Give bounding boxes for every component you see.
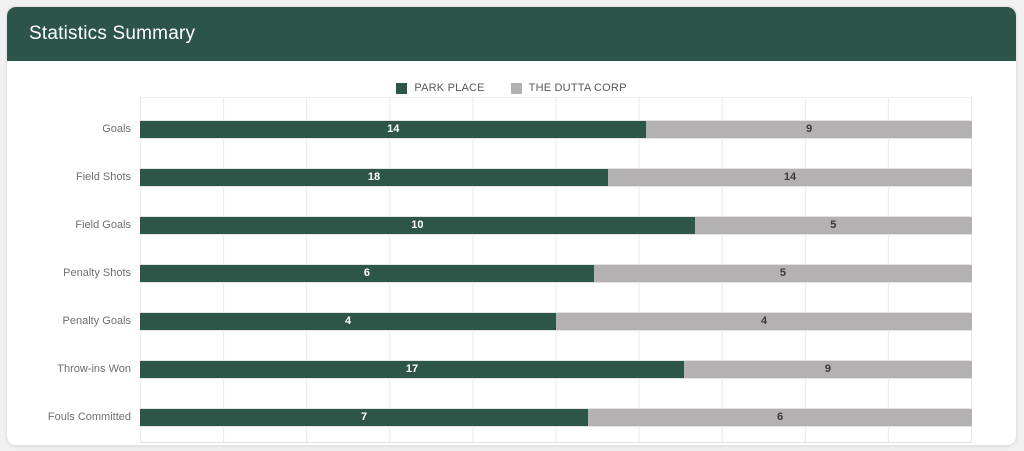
bar-value-label: 4 [760, 314, 768, 327]
bar-value-label: 14 [387, 122, 400, 135]
bar-segment-park-place[interactable]: 10 [140, 216, 695, 234]
statistics-summary-card: Statistics Summary PARK PLACE THE DUTTA C… [6, 6, 1017, 446]
chart-row-field-goals: Field Goals 10 5 [7, 201, 1016, 249]
legend-item-the-dutta-corp[interactable]: THE DUTTA CORP [510, 82, 627, 94]
legend-label: THE DUTTA CORP [528, 82, 627, 94]
chart-rows: Goals 14 9 Field Shots 18 14 Field Goals 10 5 Pen… [7, 105, 1016, 441]
bar-track: 18 14 [140, 167, 972, 187]
bar-segment-park-place[interactable]: 7 [140, 408, 588, 426]
category-label: Throw-ins Won [57, 363, 131, 375]
stacked-bar-chart: Goals 14 9 Field Shots 18 14 Field Goals 10 5 Pen… [7, 97, 1016, 443]
chart-row-fouls-committed: Fouls Committed 7 6 [7, 393, 1016, 441]
bar-segment-the-dutta-corp[interactable]: 9 [646, 120, 972, 138]
bar-segment-the-dutta-corp[interactable]: 9 [684, 360, 972, 378]
bar-segment-park-place[interactable]: 4 [140, 312, 556, 330]
category-label: Field Goals [75, 219, 131, 231]
chart-row-goals: Goals 14 9 [7, 105, 1016, 153]
chart-row-throw-ins-won: Throw-ins Won 17 9 [7, 345, 1016, 393]
bar-track: 17 9 [140, 359, 972, 379]
bar-value-label: 18 [367, 170, 381, 183]
bar-track: 14 9 [140, 119, 972, 139]
bar-segment-the-dutta-corp[interactable]: 6 [588, 408, 972, 426]
category-label: Penalty Goals [62, 315, 131, 327]
bar-segment-park-place[interactable]: 17 [140, 360, 684, 378]
bar-value-label: 7 [360, 410, 368, 423]
bar-segment-park-place[interactable]: 6 [140, 264, 594, 282]
chart-row-penalty-goals: Penalty Goals 4 4 [7, 297, 1016, 345]
bar-segment-the-dutta-corp[interactable]: 5 [694, 216, 972, 234]
bar-value-label: 4 [344, 314, 352, 327]
category-label: Field Shots [75, 171, 131, 183]
bar-value-label: 9 [824, 362, 832, 375]
card-header: Statistics Summary [7, 7, 1016, 61]
category-label: Fouls Committed [47, 411, 131, 423]
bar-segment-the-dutta-corp[interactable]: 14 [608, 168, 972, 186]
bar-value-label: 10 [411, 218, 424, 231]
category-label: Goals [102, 123, 131, 135]
park-place-swatch-icon [396, 82, 408, 94]
bar-segment-the-dutta-corp[interactable]: 5 [593, 264, 972, 282]
bar-segment-park-place[interactable]: 14 [140, 120, 647, 138]
bar-value-label: 6 [776, 410, 784, 423]
bar-value-label: 5 [830, 218, 837, 231]
category-label: Penalty Shots [63, 267, 131, 279]
legend-label: PARK PLACE [414, 82, 485, 94]
legend-item-park-place[interactable]: PARK PLACE [396, 82, 484, 94]
chart-row-penalty-shots: Penalty Shots 6 5 [7, 249, 1016, 297]
page-title: Statistics Summary [29, 23, 196, 44]
bar-segment-park-place[interactable]: 18 [140, 168, 608, 186]
bar-value-label: 6 [363, 266, 370, 279]
bar-segment-the-dutta-corp[interactable]: 4 [556, 312, 972, 330]
the-dutta-corp-swatch-icon [510, 82, 522, 94]
bar-value-label: 17 [405, 362, 419, 375]
bar-track: 10 5 [140, 215, 972, 235]
bar-value-label: 14 [783, 170, 797, 183]
bar-value-label: 9 [806, 122, 813, 135]
bar-value-label: 5 [779, 266, 786, 279]
chart-legend: PARK PLACE THE DUTTA CORP [7, 81, 1016, 95]
chart-row-field-shots: Field Shots 18 14 [7, 153, 1016, 201]
